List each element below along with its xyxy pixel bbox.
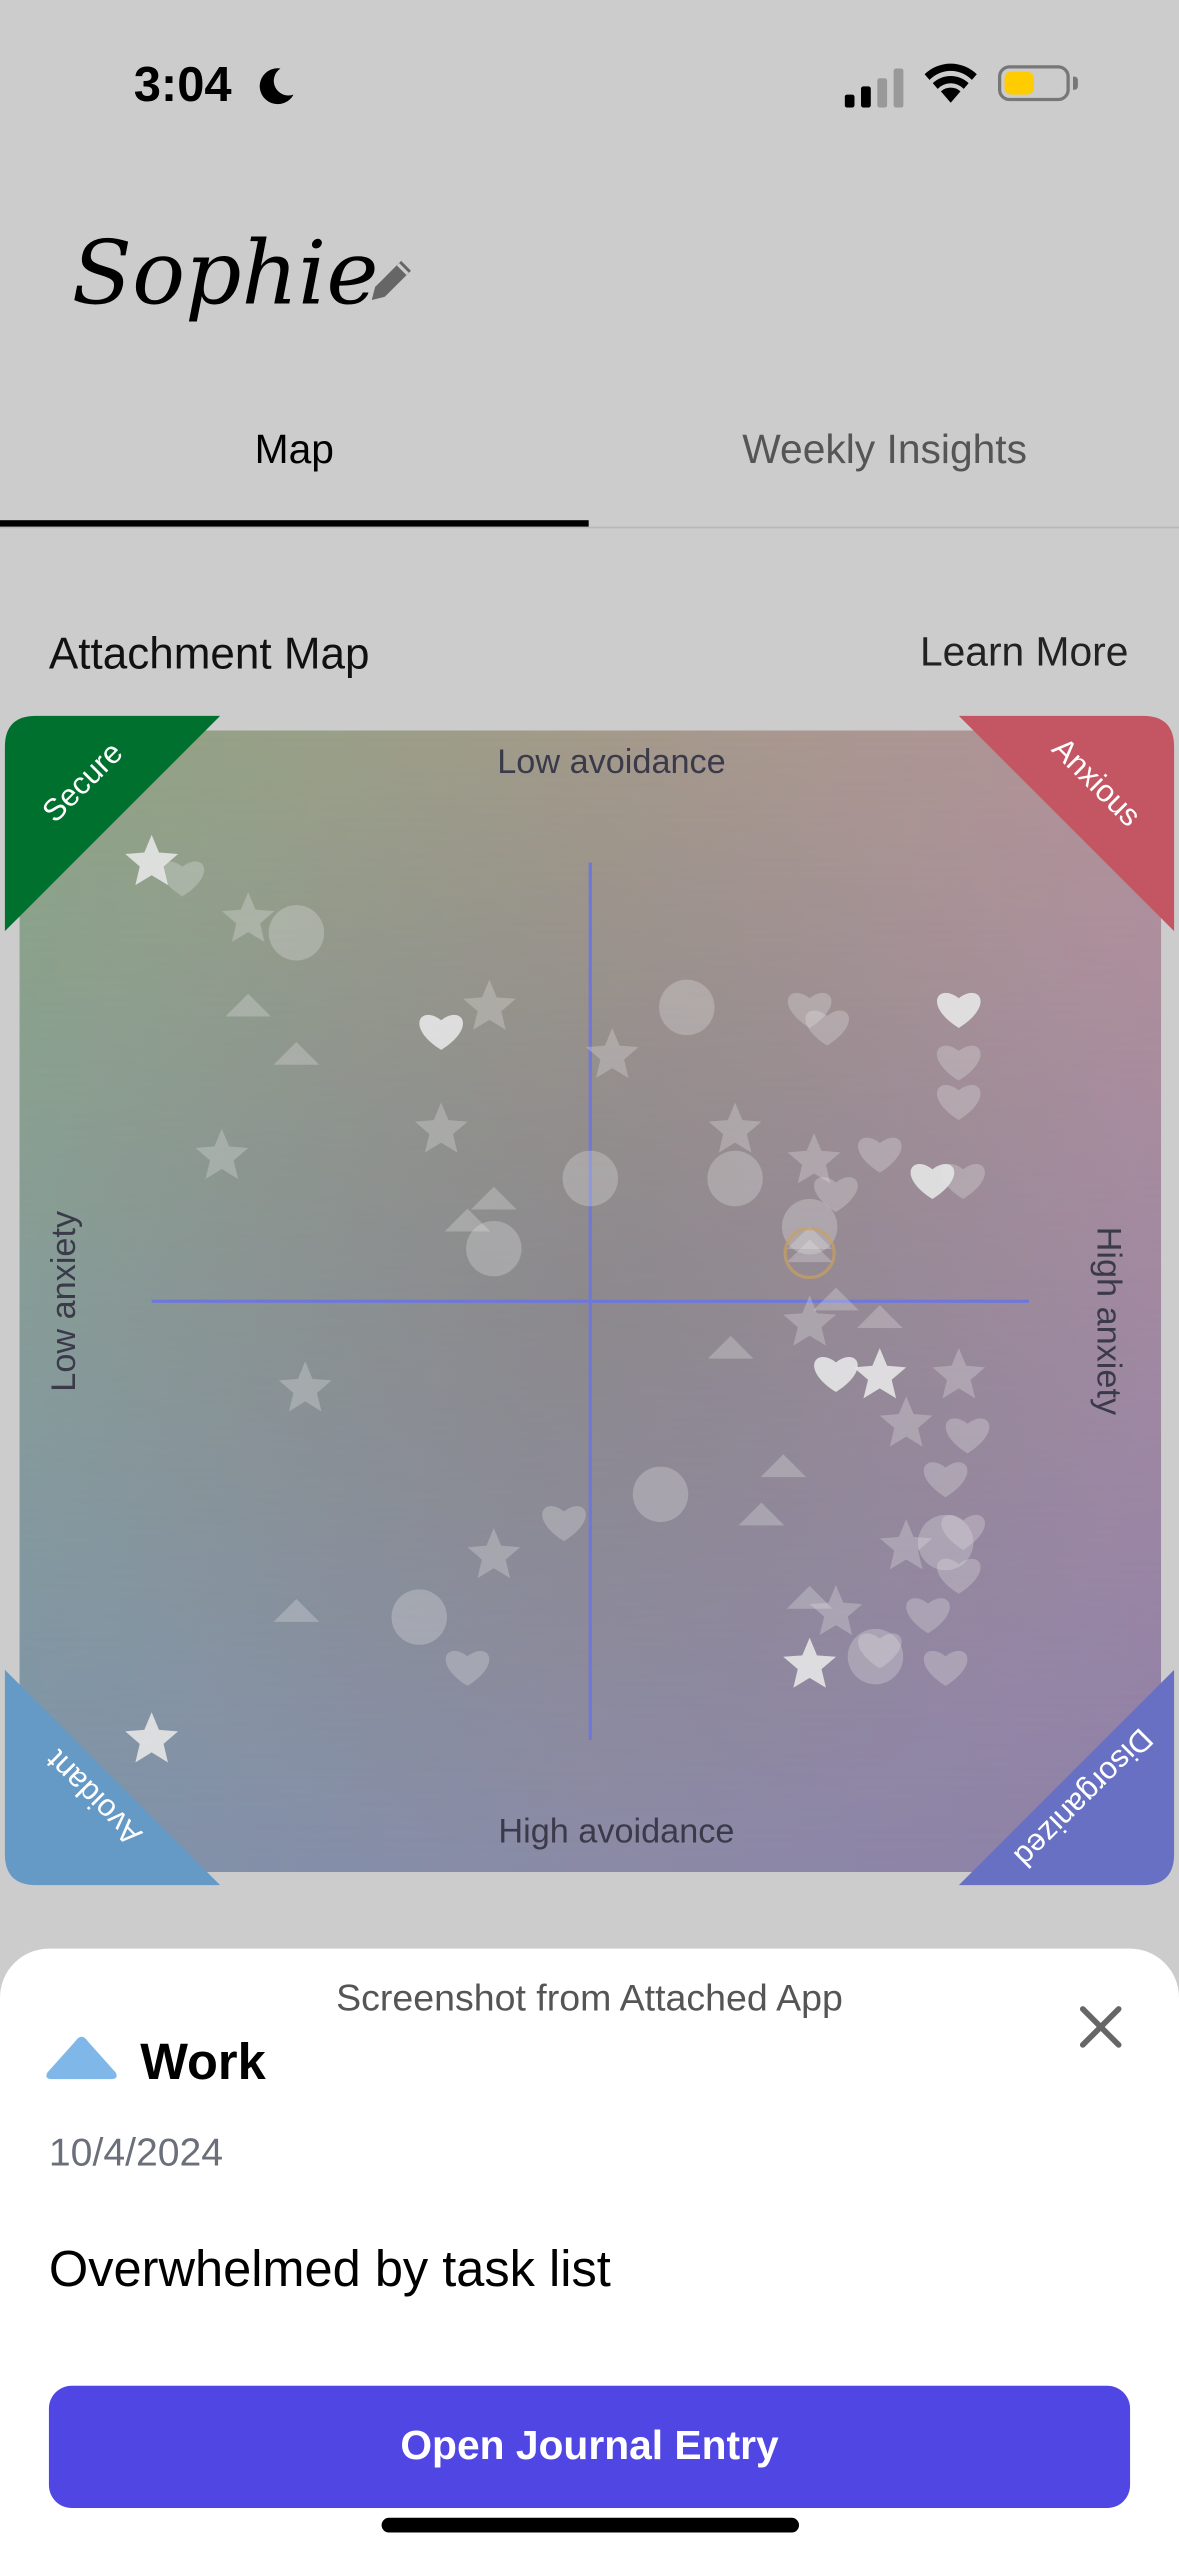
tab-map[interactable]: Map	[254, 427, 334, 473]
map-point-heart[interactable]	[814, 1357, 858, 1393]
map-point-star[interactable]	[125, 1712, 179, 1763]
map-point-star[interactable]	[783, 1637, 837, 1688]
map-point-star[interactable]	[195, 1128, 249, 1179]
status-time: 3:04	[133, 58, 232, 113]
map-point-triangle[interactable]	[273, 1041, 320, 1065]
pencil-icon[interactable]	[362, 251, 421, 310]
map-point-triangle[interactable]	[470, 1186, 517, 1210]
map-point-heart[interactable]	[936, 1558, 981, 1594]
tab-weekly-insights[interactable]: Weekly Insights	[742, 427, 1028, 473]
battery-low-icon	[997, 65, 1070, 102]
wifi-icon	[924, 63, 977, 103]
corner-avoidant	[4, 1669, 221, 1886]
map-point-star[interactable]	[414, 1102, 468, 1153]
axis-label-bottom: High avoidance	[498, 1813, 735, 1851]
triangle-icon	[46, 2036, 117, 2080]
map-point-star[interactable]	[853, 1348, 907, 1399]
map-point-triangle[interactable]	[444, 1208, 491, 1232]
quadrant-corners: Secure Anxious Avoidant Disorganized	[4, 715, 1175, 1886]
map-point-circle[interactable]	[466, 1220, 522, 1277]
corner-disorganized	[958, 1669, 1175, 1886]
selected-point-ring[interactable]	[783, 1226, 836, 1280]
profile-name: Sophie	[71, 221, 379, 325]
map-plot	[125, 834, 1029, 1763]
map-point-star[interactable]	[787, 1133, 841, 1184]
map-point-triangle[interactable]	[786, 1239, 833, 1263]
map-point-circle[interactable]	[391, 1589, 447, 1645]
map-point-triangle[interactable]	[760, 1454, 807, 1478]
active-tab-indicator	[0, 520, 589, 527]
map-point-star[interactable]	[125, 834, 179, 886]
close-icon[interactable]	[1076, 2002, 1125, 2051]
entry-date: 10/4/2024	[48, 2131, 224, 2176]
map-point-heart[interactable]	[906, 1598, 950, 1634]
map-point-heart[interactable]	[945, 1418, 990, 1454]
map-point-triangle[interactable]	[813, 1287, 859, 1311]
map-point-triangle[interactable]	[225, 993, 271, 1017]
map-point-star[interactable]	[809, 1585, 863, 1636]
map-point-heart[interactable]	[936, 1085, 981, 1121]
map-point-heart[interactable]	[814, 1177, 858, 1213]
map-point-triangle[interactable]	[786, 1226, 833, 1250]
home-indicator	[381, 2517, 800, 2533]
map-point-heart[interactable]	[910, 1164, 955, 1200]
cellular-signal-icon	[844, 68, 904, 108]
map-point-heart[interactable]	[936, 992, 981, 1028]
map-point-heart[interactable]	[941, 1514, 985, 1550]
map-point-heart[interactable]	[936, 1045, 981, 1081]
map-point-circle[interactable]	[847, 1628, 904, 1685]
corner-secure	[4, 715, 221, 932]
map-point-heart[interactable]	[941, 1164, 985, 1200]
map-point-circle[interactable]	[707, 1150, 763, 1207]
map-point-heart[interactable]	[542, 1506, 586, 1542]
corner-anxious	[958, 715, 1175, 932]
map-point-heart[interactable]	[805, 1010, 849, 1046]
map-point-star[interactable]	[585, 1027, 639, 1079]
map-point-heart[interactable]	[923, 1650, 968, 1686]
attachment-map[interactable]: Low avoidance High avoidance Low anxiety…	[19, 730, 1162, 1873]
map-point-heart[interactable]	[445, 1650, 490, 1686]
map-point-circle[interactable]	[917, 1514, 974, 1571]
map-point-star[interactable]	[467, 1527, 521, 1579]
section-title: Attachment Map	[48, 629, 370, 679]
sheet-title: Screenshot from Attached App	[336, 1976, 843, 2019]
map-point-triangle[interactable]	[273, 1599, 320, 1622]
battery-tip	[1073, 76, 1078, 90]
map-point-star[interactable]	[708, 1102, 762, 1153]
map-point-heart[interactable]	[923, 1462, 968, 1498]
map-point-heart[interactable]	[858, 1137, 902, 1173]
map-point-circle[interactable]	[781, 1199, 838, 1255]
map-point-heart[interactable]	[160, 861, 205, 897]
map-point-star[interactable]	[278, 1361, 332, 1412]
map-point-star[interactable]	[879, 1519, 933, 1570]
battery-level	[1004, 71, 1034, 95]
map-point-heart[interactable]	[858, 1633, 902, 1669]
map-point-heart[interactable]	[419, 1014, 463, 1050]
map-point-star[interactable]	[932, 1348, 986, 1399]
map-point-heart[interactable]	[787, 992, 832, 1028]
map-point-circle[interactable]	[268, 905, 325, 961]
learn-more-link[interactable]: Learn More	[919, 629, 1129, 676]
map-point-triangle[interactable]	[786, 1585, 833, 1609]
tab-divider	[0, 526, 1179, 529]
map-point-star[interactable]	[783, 1295, 837, 1346]
map-point-triangle[interactable]	[707, 1335, 754, 1359]
map-point-star[interactable]	[879, 1396, 933, 1447]
map-point-triangle[interactable]	[738, 1502, 785, 1526]
map-point-star[interactable]	[221, 891, 275, 943]
map-point-circle[interactable]	[562, 1150, 619, 1207]
map-point-circle[interactable]	[659, 979, 715, 1036]
map-point-circle[interactable]	[632, 1466, 689, 1523]
map-point-triangle[interactable]	[856, 1305, 903, 1328]
axis-label-top: Low avoidance	[497, 743, 726, 782]
category-label: Work	[140, 2033, 266, 2091]
entry-title: Overwhelmed by task list	[48, 2240, 611, 2298]
map-point-star[interactable]	[463, 979, 516, 1030]
open-journal-entry-button[interactable]: Open Journal Entry	[48, 2385, 1131, 2509]
moon-icon	[259, 68, 294, 105]
